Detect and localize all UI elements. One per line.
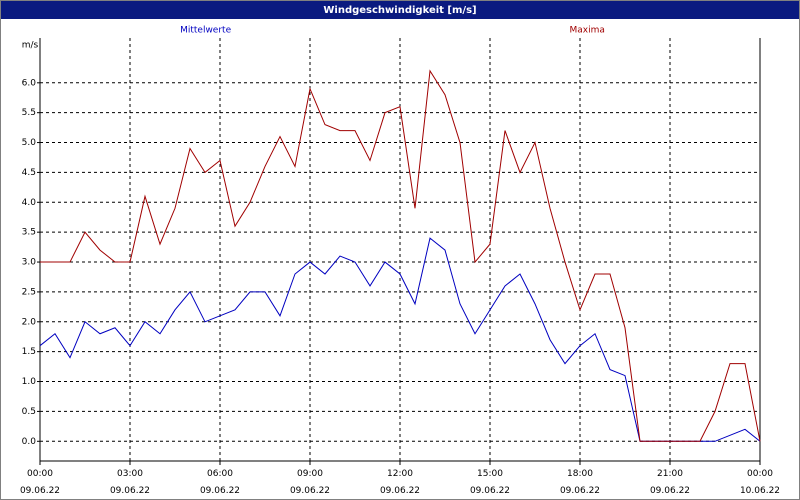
y-axis-unit: m/s xyxy=(22,41,39,51)
y-tick-label: 2.5 xyxy=(22,287,36,297)
y-tick-label: 0.5 xyxy=(22,407,36,417)
y-tick-label: 3.5 xyxy=(22,228,36,238)
y-tick-label: 1.0 xyxy=(22,377,37,387)
x-tick-label: 06:00 09.06.22 xyxy=(200,469,240,496)
y-tick-label: 0.0 xyxy=(22,437,37,447)
x-tick-label: 12:00 09.06.22 xyxy=(380,469,420,496)
x-tick-label: 18:00 09.06.22 xyxy=(560,469,600,496)
y-tick-label: 5.0 xyxy=(22,138,37,148)
title-bar xyxy=(1,1,799,19)
y-tick-label: 2.0 xyxy=(22,317,37,327)
x-tick-label: 09:00 09.06.22 xyxy=(290,469,330,496)
x-tick-label: 21:00 09.06.22 xyxy=(650,469,690,496)
y-tick-label: 1.5 xyxy=(22,347,36,357)
y-tick-label: 3.0 xyxy=(22,258,37,268)
y-tick-label: 6.0 xyxy=(22,78,37,88)
x-tick-label: 03:00 09.06.22 xyxy=(110,469,150,496)
y-tick-label: 4.5 xyxy=(22,168,36,178)
y-tick-label: 4.0 xyxy=(22,198,37,208)
x-tick-label: 15:00 09.06.22 xyxy=(470,469,510,496)
x-tick-label: 00:00 10.06.22 xyxy=(740,469,780,496)
legend-label: Mittelwerte xyxy=(180,26,231,36)
chart-title: Windgeschwindigkeit [m/s] xyxy=(323,5,476,16)
legend-label: Maxima xyxy=(570,26,605,36)
y-tick-label: 5.5 xyxy=(22,108,36,118)
x-tick-label: 00:00 09.06.22 xyxy=(20,469,60,496)
data-line xyxy=(40,69,761,442)
